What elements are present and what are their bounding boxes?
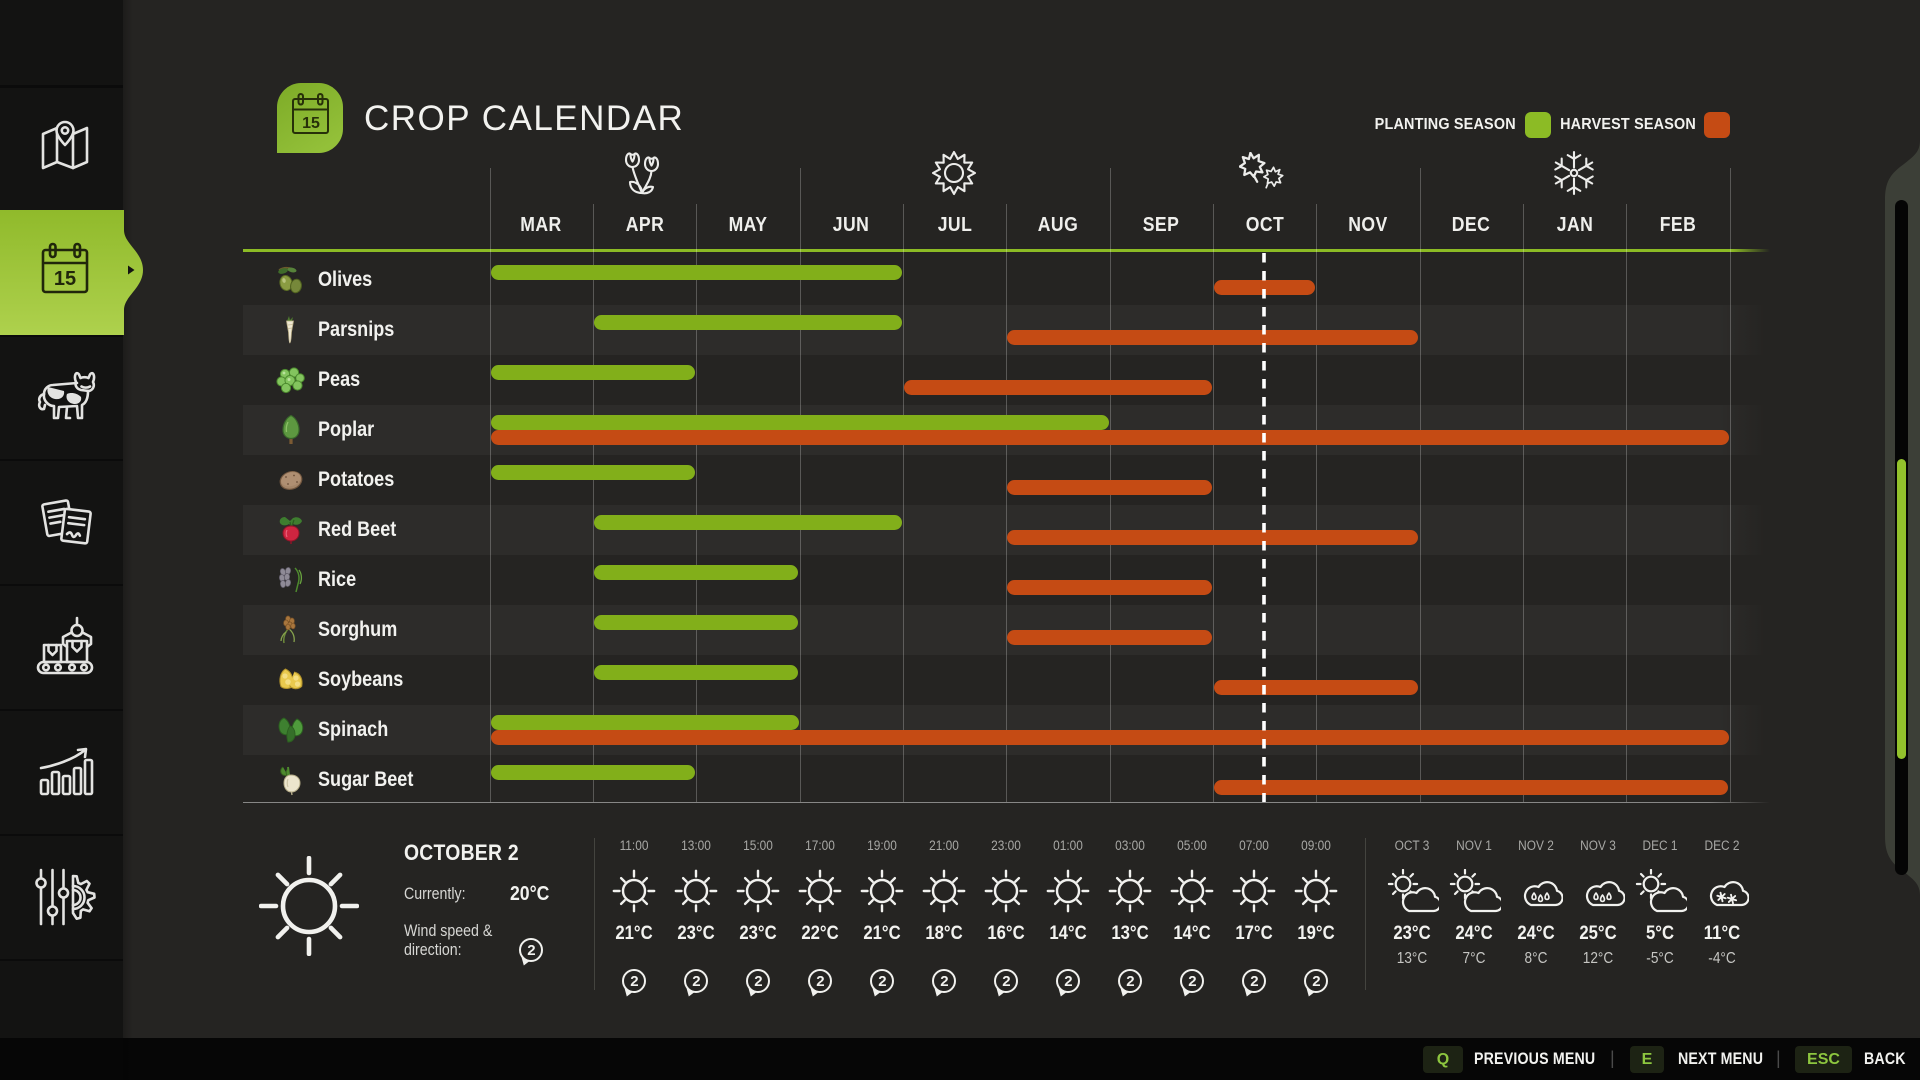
- svg-text:2: 2: [1064, 973, 1072, 990]
- svg-text:2: 2: [878, 973, 886, 990]
- svg-text:2: 2: [1312, 973, 1320, 990]
- svg-text:2: 2: [630, 973, 638, 990]
- svg-text:2: 2: [527, 942, 535, 959]
- svg-text:2: 2: [1002, 973, 1010, 990]
- svg-text:2: 2: [754, 973, 762, 990]
- svg-text:2: 2: [692, 973, 700, 990]
- svg-text:2: 2: [1250, 973, 1258, 990]
- svg-text:2: 2: [1188, 973, 1196, 990]
- svg-text:2: 2: [816, 973, 824, 990]
- svg-text:15: 15: [302, 115, 320, 132]
- svg-text:2: 2: [940, 973, 948, 990]
- svg-text:15: 15: [54, 268, 76, 290]
- svg-text:2: 2: [1126, 973, 1134, 990]
